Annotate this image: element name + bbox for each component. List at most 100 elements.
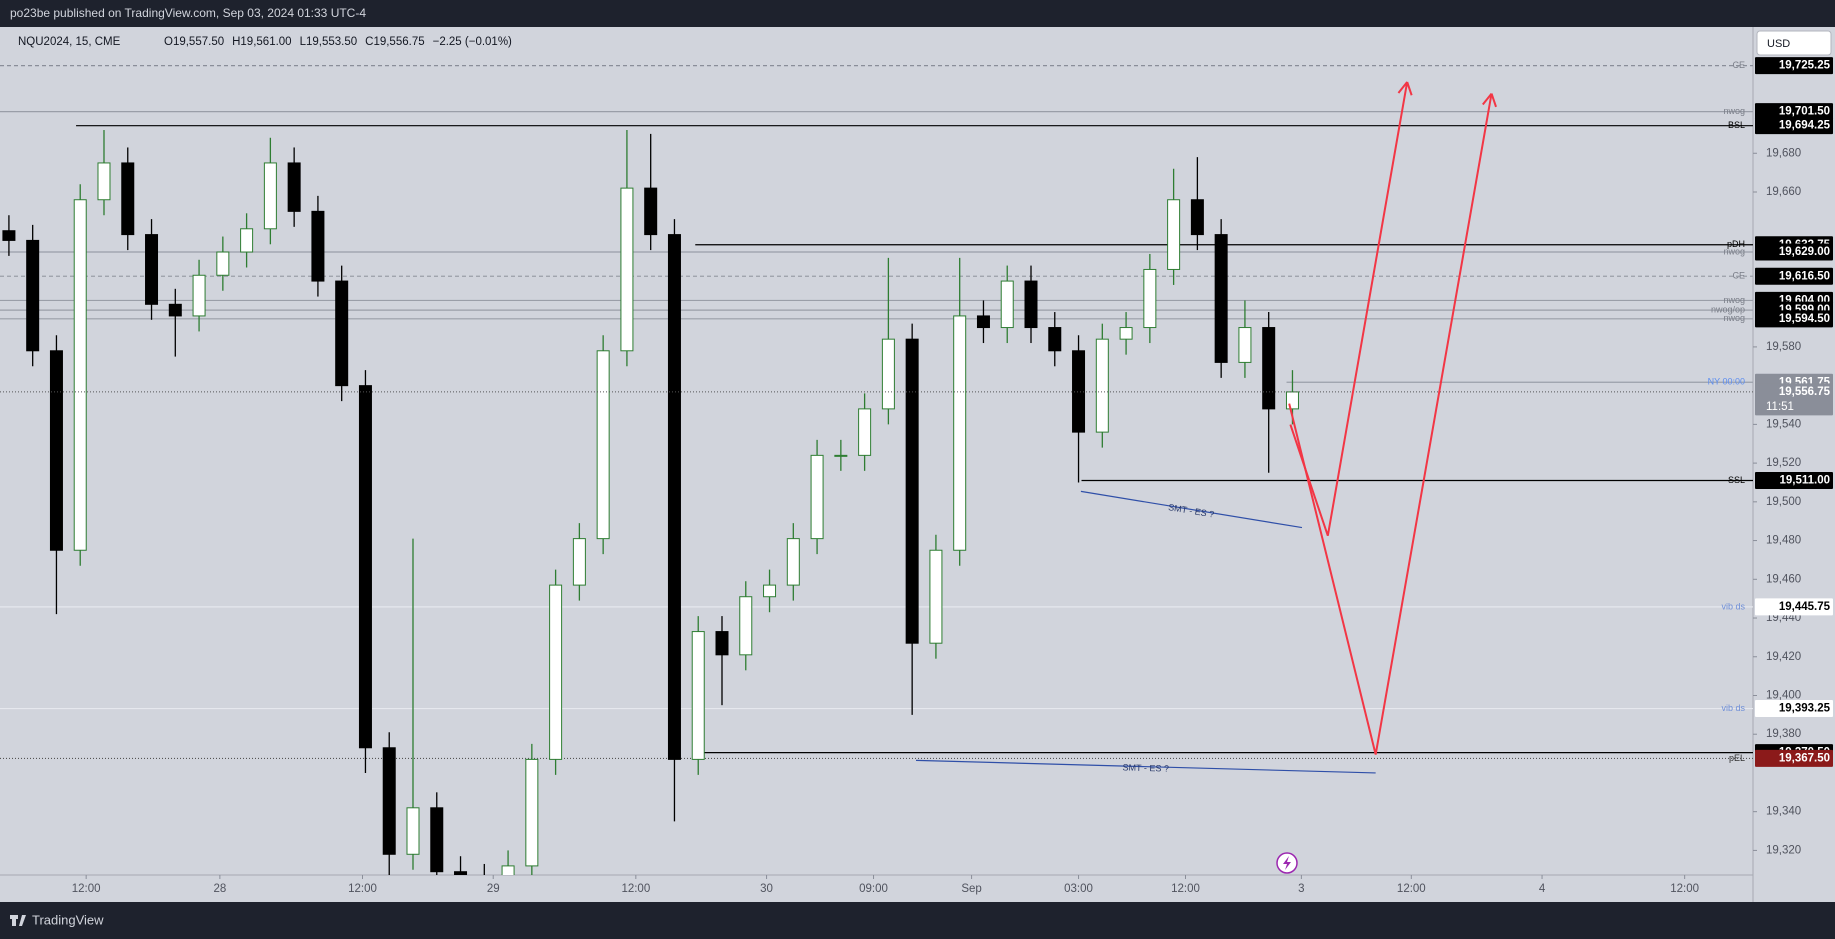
drawing-text: SMT - ES ? <box>1122 762 1169 773</box>
x-tick-label: 30 <box>760 883 773 895</box>
candle-body <box>73 199 87 551</box>
arrow-head <box>1397 81 1408 94</box>
y-tick-label: 19,340 <box>1766 806 1801 818</box>
candle-body <box>1119 327 1133 340</box>
arrow-head <box>1490 93 1497 108</box>
price-label-box <box>1755 383 1833 416</box>
y-tick-label: 19,420 <box>1766 651 1801 663</box>
candle-body <box>454 871 468 875</box>
candle-body <box>905 338 919 644</box>
candle-body <box>858 408 872 456</box>
candle-body <box>620 187 634 352</box>
countdown: 11:51 <box>1766 401 1794 413</box>
y-tick-label: 19,400 <box>1766 690 1801 702</box>
price-label-box <box>1755 103 1833 121</box>
price-label-box <box>1755 117 1833 135</box>
currency[interactable]: USD <box>1767 38 1790 50</box>
x-tick-label: 09:00 <box>859 883 888 895</box>
candle-body <box>1143 268 1157 329</box>
x-tick-label: 12:00 <box>72 883 101 895</box>
candle-body <box>1072 350 1086 433</box>
candle-body <box>1167 199 1181 270</box>
x-tick-label: 4 <box>1539 883 1546 895</box>
candle-body <box>976 315 990 329</box>
footer-bar <box>0 902 1835 939</box>
level-text: NY 00:00 <box>1708 377 1745 387</box>
candle-body <box>953 315 967 551</box>
trendline <box>1080 490 1303 529</box>
candle-body <box>382 747 396 855</box>
x-tick-label: 12:00 <box>1397 883 1426 895</box>
level-text: CE <box>1732 60 1745 70</box>
price-label: 19,701.50 <box>1779 106 1830 118</box>
level-text: pEL <box>1729 753 1745 763</box>
level-text: vib ds <box>1721 703 1745 713</box>
publisher: po23be published on TradingView.com, Sep… <box>10 6 366 20</box>
candle-body <box>691 631 705 760</box>
candle-body <box>1214 234 1228 363</box>
level-text: SSL <box>1728 475 1745 485</box>
y-tick-label: 19,460 <box>1766 573 1801 585</box>
symbol: NQU2024, 15, CME <box>18 36 121 48</box>
ohlc-value: O19,557.50 <box>164 36 224 48</box>
candle-body <box>1262 327 1276 410</box>
x-tick-label: 03:00 <box>1064 883 1093 895</box>
arrow <box>1288 93 1493 755</box>
price-label: 19,594.50 <box>1779 313 1830 325</box>
arrow-head <box>1482 92 1493 106</box>
level-text: nwog <box>1723 313 1745 323</box>
level-text: nwog/op <box>1711 304 1745 314</box>
price-label-box <box>1755 700 1833 718</box>
chart-layer: SMT - ES ?SMT - ES ? 19,320 19,340 19,380 19… <box>0 57 1833 895</box>
candle-body <box>786 538 800 586</box>
candle-body <box>145 234 159 305</box>
candle-body <box>168 303 182 317</box>
y-tick-label: 19,520 <box>1766 457 1801 469</box>
arrow-head <box>1406 81 1413 96</box>
ohlc-value: −2.25 (−0.01%) <box>433 36 512 48</box>
candle-body <box>2 230 16 241</box>
candle-body <box>1095 338 1109 433</box>
price-label: 19,445.75 <box>1779 601 1831 613</box>
x-tick-label: 12:00 <box>1171 883 1200 895</box>
candle-body <box>430 807 444 873</box>
price-label-box <box>1755 310 1833 328</box>
ohlc-value: L19,553.50 <box>300 36 358 48</box>
candle-body <box>549 584 563 760</box>
candle-body <box>715 631 729 656</box>
y-tick-label: 19,580 <box>1766 341 1801 353</box>
x-tick-label: 29 <box>487 883 500 895</box>
candle-body <box>216 251 230 276</box>
candle-body <box>1024 280 1038 329</box>
candle-body <box>644 187 658 236</box>
candle-body <box>358 385 372 749</box>
candle-body <box>834 454 848 457</box>
price-label-box <box>1755 749 1833 767</box>
level-text: vib ds <box>1721 601 1745 611</box>
level-text: BSL <box>1728 120 1745 130</box>
candle-body <box>263 162 277 230</box>
x-tick-label: Sep <box>961 883 981 895</box>
currency-button[interactable] <box>1756 30 1832 56</box>
level-text: nwog <box>1723 295 1745 305</box>
candle-body <box>739 596 753 656</box>
level-text: nwog <box>1723 106 1745 116</box>
candle-body <box>287 162 301 212</box>
candle-body <box>810 454 824 540</box>
ohlc-value: H19,561.00 <box>232 36 291 48</box>
price-label: 19,556.75 <box>1779 386 1831 398</box>
price-label-box <box>1755 57 1833 75</box>
price-label: 19,629.00 <box>1779 246 1830 258</box>
price-label-box <box>1755 598 1833 616</box>
price-label: 19,694.25 <box>1779 120 1831 132</box>
candle-body <box>501 865 515 875</box>
y-tick-label: 19,540 <box>1766 418 1801 430</box>
candle-body <box>525 758 539 867</box>
lightning-icon <box>1276 852 1298 874</box>
candle-body <box>97 162 111 201</box>
header-bar <box>0 0 1835 27</box>
candle-body <box>596 350 610 540</box>
price-label: 19,393.25 <box>1779 703 1831 715</box>
y-tick-label: 19,480 <box>1766 535 1801 547</box>
